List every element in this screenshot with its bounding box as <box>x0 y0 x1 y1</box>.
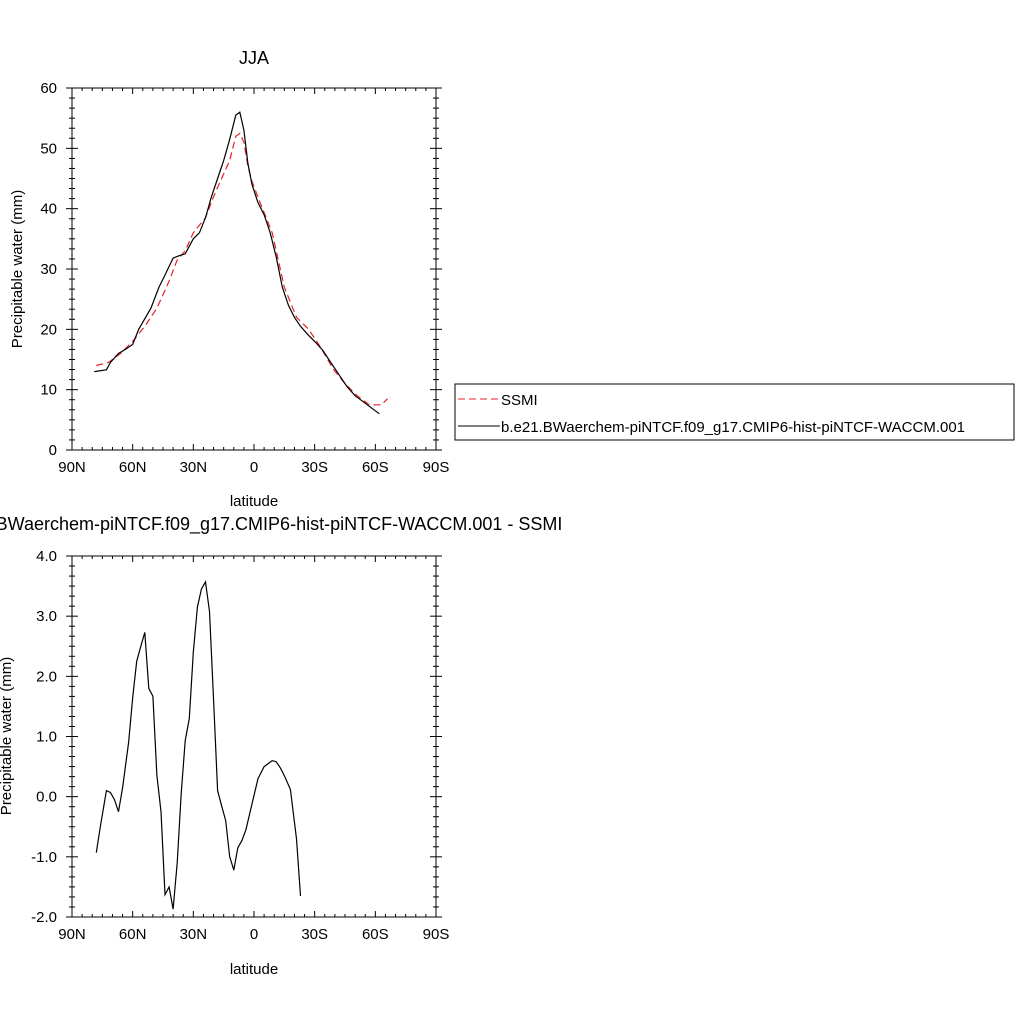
bottom-x-tick-label: 90S <box>423 926 450 943</box>
top-x-tick-label: 30S <box>301 459 328 476</box>
top-x-axis-label: latitude <box>230 493 278 510</box>
top-x-tick-label: 0 <box>250 459 258 476</box>
top-x-tick-label: 90S <box>423 459 450 476</box>
legend-box <box>454 383 1015 441</box>
top-y-tick-label: 50 <box>40 140 57 157</box>
top-y-tick-label: 60 <box>40 80 57 97</box>
legend-label-ssmi: SSMI <box>501 392 538 409</box>
bottom-series <box>95 580 302 910</box>
top-x-tick-label: 90N <box>58 459 86 476</box>
top-y-tick-label: 30 <box>40 261 57 278</box>
bottom-y-tick-label: 3.0 <box>36 608 57 625</box>
top-x-tick-label: 30N <box>180 459 208 476</box>
top-series <box>94 111 388 415</box>
bottom-y-axis-label: Precipitable water (mm) <box>0 657 15 815</box>
top-y-tick-label: 40 <box>40 201 57 218</box>
bottom-x-tick-label: 90N <box>58 926 86 943</box>
bottom-y-tick-label: 2.0 <box>36 668 57 685</box>
top-ticks: 90N 60N 30N 0 30S 60S 90S 0 10 20 30 40 50 60 <box>40 80 449 476</box>
legend: SSMI b.e21.BWaerchem-piNTCF.f09_g17.CMIP… <box>454 383 1015 441</box>
top-y-tick-label: 0 <box>49 442 57 459</box>
bottom-x-tick-label: 60N <box>119 926 147 943</box>
legend-label-model: b.e21.BWaerchem-piNTCF.f09_g17.CMIP6-his… <box>501 419 965 436</box>
bottom-ticks: 90N 60N 30N 0 30S 60S 90S -2.0 -1.0 0.0 1.0 2.0 3.0 4… <box>31 548 449 943</box>
bottom-panel: b.e21.BWaerchem-piNTCF.f09_g17.CMIP6-his… <box>0 514 562 978</box>
top-series-line-0 <box>96 132 388 406</box>
bottom-x-axis-label: latitude <box>230 961 278 978</box>
top-panel-title: JJA <box>239 48 269 68</box>
top-series-line-1 <box>94 111 380 415</box>
bottom-y-tick-label: 1.0 <box>36 729 57 746</box>
bottom-plot-frame <box>71 555 437 918</box>
top-y-axis-label: Precipitable water (mm) <box>9 190 26 348</box>
top-y-tick-label: 10 <box>40 382 57 399</box>
top-x-tick-label: 60N <box>119 459 147 476</box>
top-plot-frame <box>71 87 437 451</box>
top-y-tick-label: 20 <box>40 321 57 338</box>
bottom-y-tick-label: 4.0 <box>36 548 57 565</box>
bottom-x-tick-label: 30S <box>301 926 328 943</box>
bottom-x-tick-label: 0 <box>250 926 258 943</box>
bottom-x-tick-label: 30N <box>180 926 208 943</box>
bottom-panel-title: b.e21.BWaerchem-piNTCF.f09_g17.CMIP6-his… <box>0 514 562 535</box>
bottom-x-tick-label: 60S <box>362 926 389 943</box>
top-panel: JJA 90N 60N 30N 0 30S 60S 90S 0 10 20 30 40 50 60 lat… <box>9 48 449 510</box>
bottom-y-tick-label: -1.0 <box>31 849 57 866</box>
top-x-tick-label: 60S <box>362 459 389 476</box>
bottom-series-line-0 <box>95 580 302 910</box>
bottom-y-tick-label: -2.0 <box>31 909 57 926</box>
bottom-y-tick-label: 0.0 <box>36 789 57 806</box>
